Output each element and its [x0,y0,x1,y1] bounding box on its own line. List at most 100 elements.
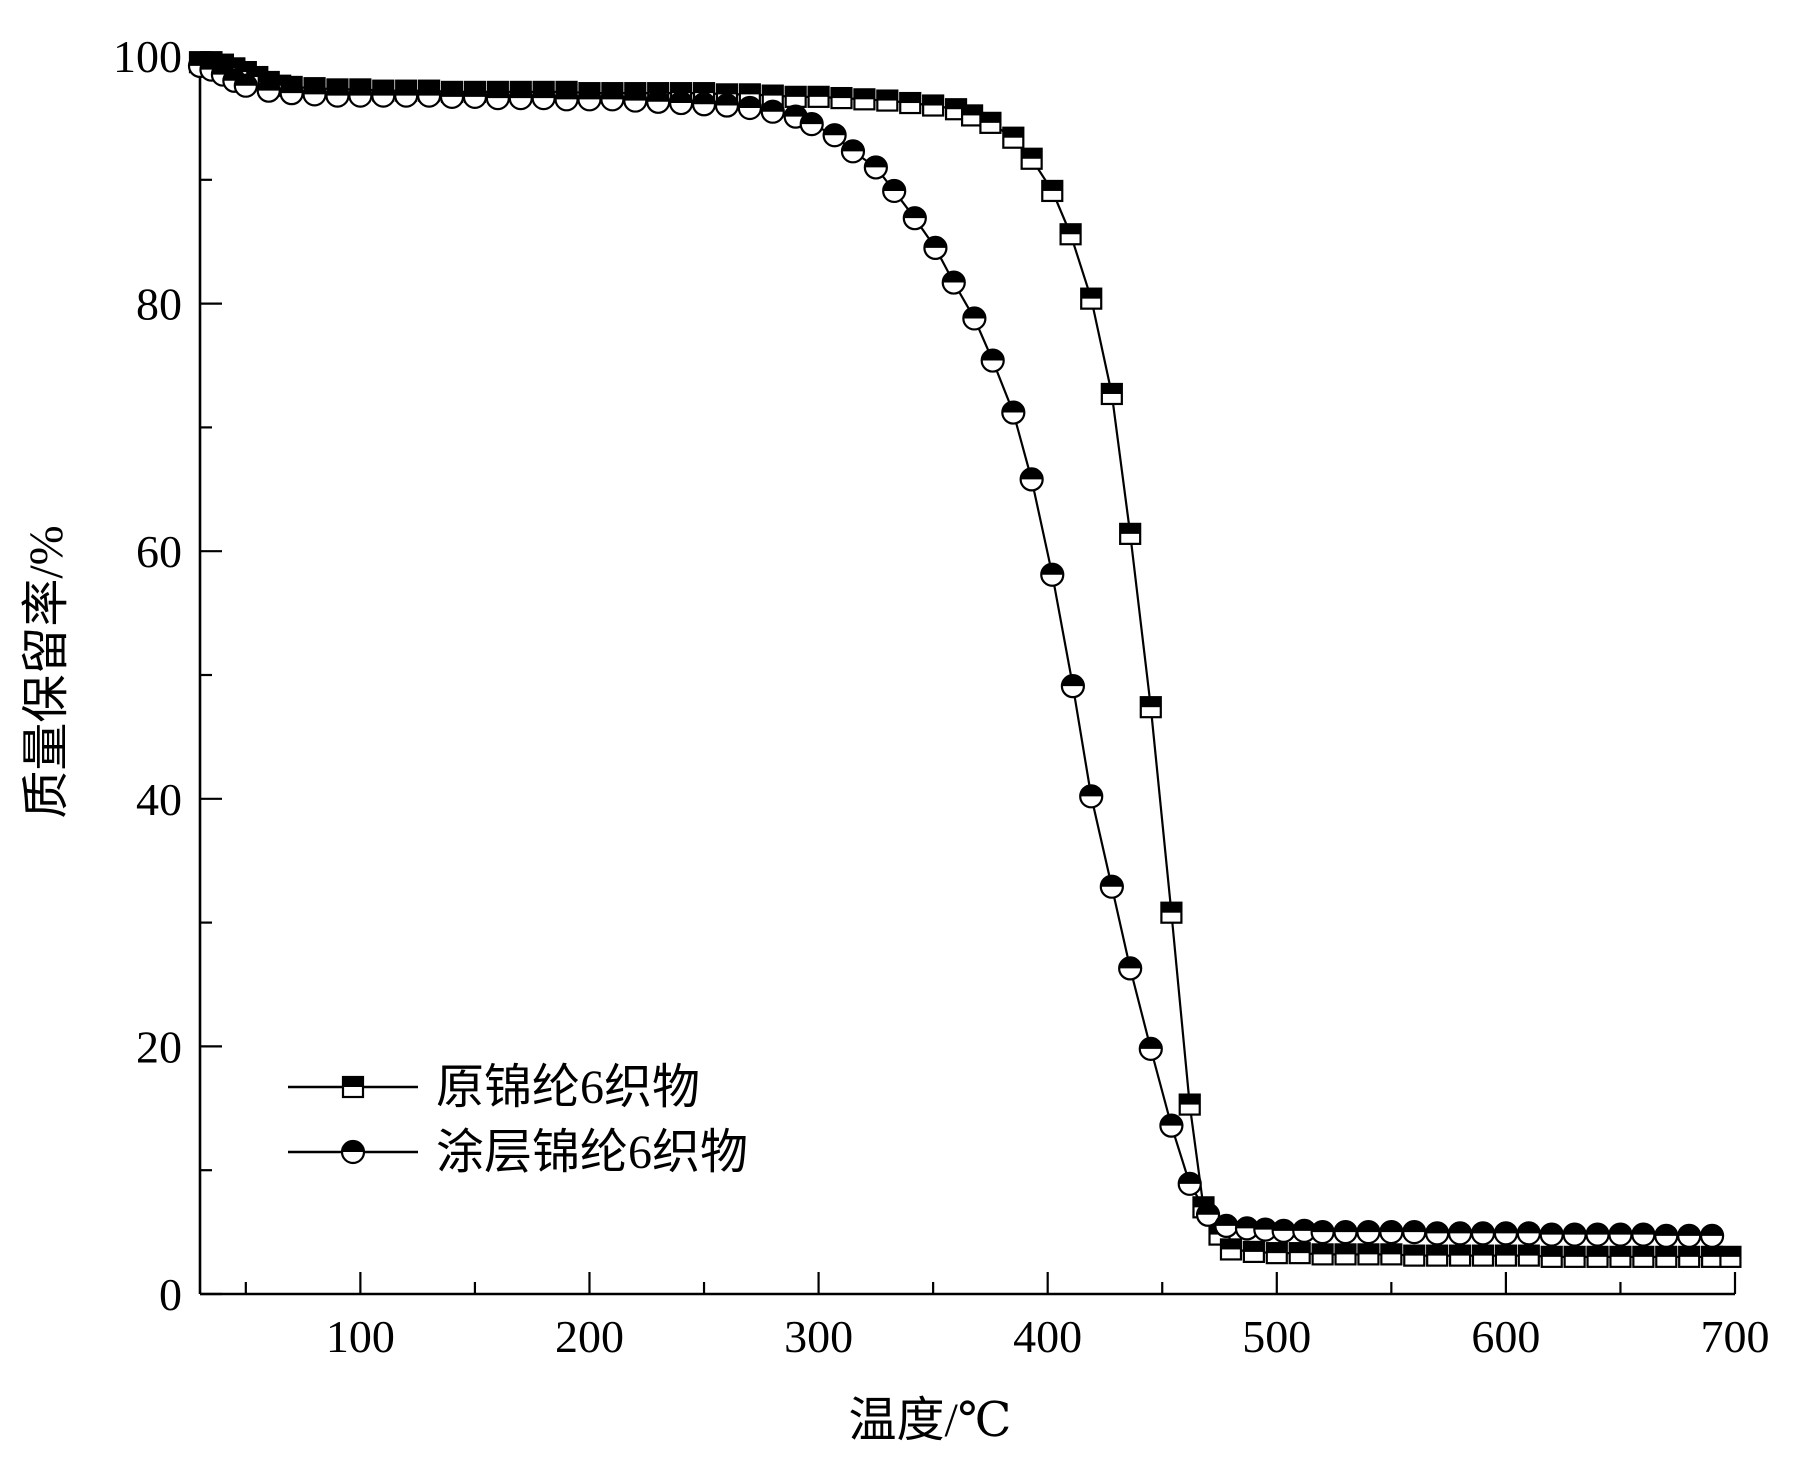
marker-fill [1656,1246,1677,1257]
marker-fill [201,52,222,63]
data-point [1562,1222,1587,1247]
marker-fill [212,54,233,65]
data-point [623,88,648,113]
marker-fill [671,83,692,94]
data-point [1060,674,1085,699]
marker-fill [1289,1243,1310,1254]
data-point [1356,1219,1381,1245]
data-point [807,85,830,108]
x-tick-label: 300 [784,1311,853,1362]
data-point [394,83,419,108]
data-point [979,111,1002,134]
marker-fill [1119,957,1142,969]
marker-fill [1266,1243,1287,1254]
marker-fill [1563,1223,1586,1235]
marker-fill [1312,1244,1333,1255]
y-axis-label: 质量保留率/% [20,525,73,818]
x-tick-label: 700 [1701,1311,1770,1362]
x-tick-label: 100 [326,1311,395,1362]
data-point [417,83,442,108]
marker-fill [1426,1222,1449,1234]
marker-fill [1243,1241,1264,1252]
marker-fill [800,113,823,125]
data-point [1040,562,1065,587]
data-point [1655,1245,1678,1268]
data-point [1002,126,1025,149]
data-point [822,123,847,148]
marker-fill [247,67,268,78]
data-point [1493,1221,1518,1246]
marker-fill [1100,875,1123,887]
marker-fill [532,87,555,99]
data-point [1242,1240,1265,1264]
marker-fill [1540,1223,1563,1235]
marker-fill [1518,1245,1539,1256]
marker-fill [342,1141,364,1152]
y-tick-label: 40 [136,774,182,825]
data-point [1265,1242,1288,1265]
marker-fill [1080,785,1103,797]
data-point [1677,1223,1702,1248]
marker-fill [343,1077,363,1087]
marker-fill [1472,1245,1493,1256]
data-point [1288,1242,1311,1265]
data-point [554,87,579,112]
y-tick-label: 0 [159,1269,182,1320]
data-point [691,92,717,117]
data-point [1380,1243,1403,1266]
marker-fill [578,88,601,100]
data-point [863,155,888,180]
marker-fill [1720,1246,1741,1257]
x-tick-label: 400 [1013,1311,1082,1362]
marker-fill [1161,902,1182,913]
marker-fill [1003,127,1024,138]
legend-circle-marker [340,1139,366,1165]
data-point [508,85,533,111]
legend-label-coated-nylon6: 涂层锦纶6织物 [436,1126,748,1179]
marker-fill [1139,1037,1162,1049]
marker-fill [555,88,578,100]
marker-fill [1042,180,1063,191]
marker-fill [1610,1246,1631,1257]
data-point [980,348,1005,373]
data-point [646,89,671,114]
marker-fill [1494,1222,1517,1234]
data-point [1041,179,1064,203]
data-point [1099,874,1124,899]
legend-label-raw-nylon6: 原锦纶6织物 [436,1061,700,1114]
data-point [1447,1221,1473,1246]
data-point [1310,1219,1335,1245]
data-point [462,84,488,109]
marker-fill [903,207,926,219]
data-point [1448,1244,1472,1267]
data-point [1219,1238,1243,1261]
marker-fill [235,62,256,73]
data-point [1539,1222,1564,1247]
marker-fill [1517,1222,1540,1234]
marker-fill [372,84,395,96]
marker-fill [1002,401,1025,413]
marker-fill [280,82,303,94]
data-point [600,87,625,112]
marker-fill [1334,1221,1357,1233]
marker-fill [883,179,906,191]
marker-fill [647,90,670,102]
marker-fill [1541,1246,1562,1257]
data-point [1494,1244,1517,1267]
marker-fill [1678,1224,1701,1236]
marker-fill [854,89,875,100]
data-point [899,91,922,115]
data-point [1425,1221,1450,1246]
marker-fill [823,124,846,136]
marker-fill [1081,288,1102,299]
data-point [799,111,824,137]
marker-fill [1404,1245,1425,1256]
marker-fill [1179,1094,1200,1105]
data-point [669,90,694,116]
data-point [1563,1245,1586,1268]
marker-fill [1272,1219,1295,1231]
marker-fill [303,83,326,95]
data-point [1719,1245,1742,1268]
